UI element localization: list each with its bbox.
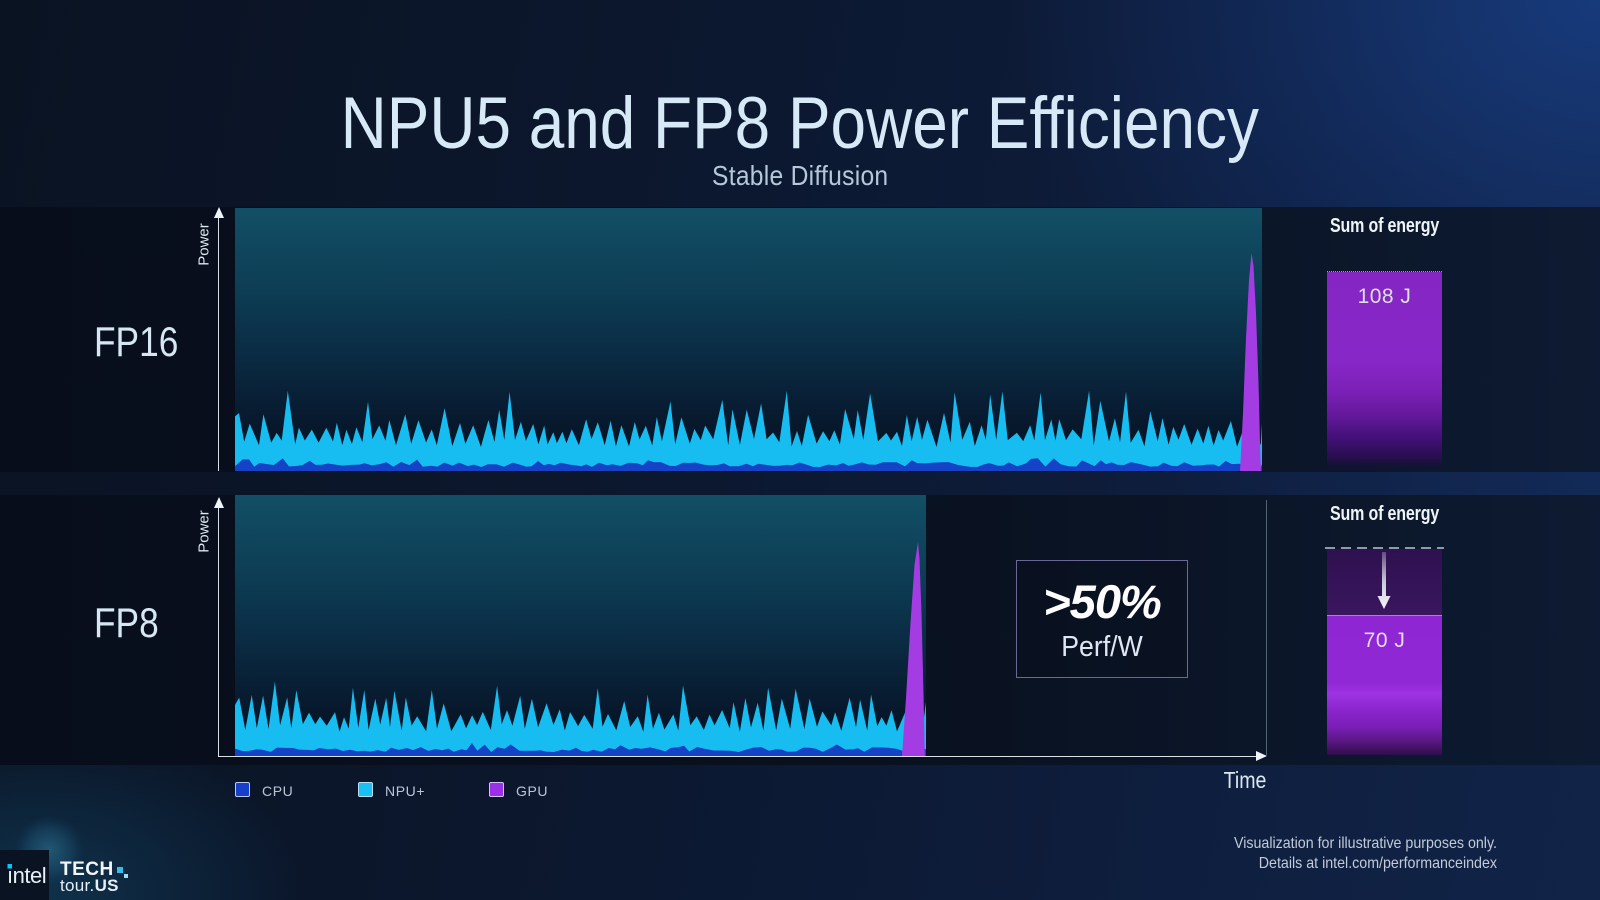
svg-text:ıntel: ıntel xyxy=(7,863,46,888)
